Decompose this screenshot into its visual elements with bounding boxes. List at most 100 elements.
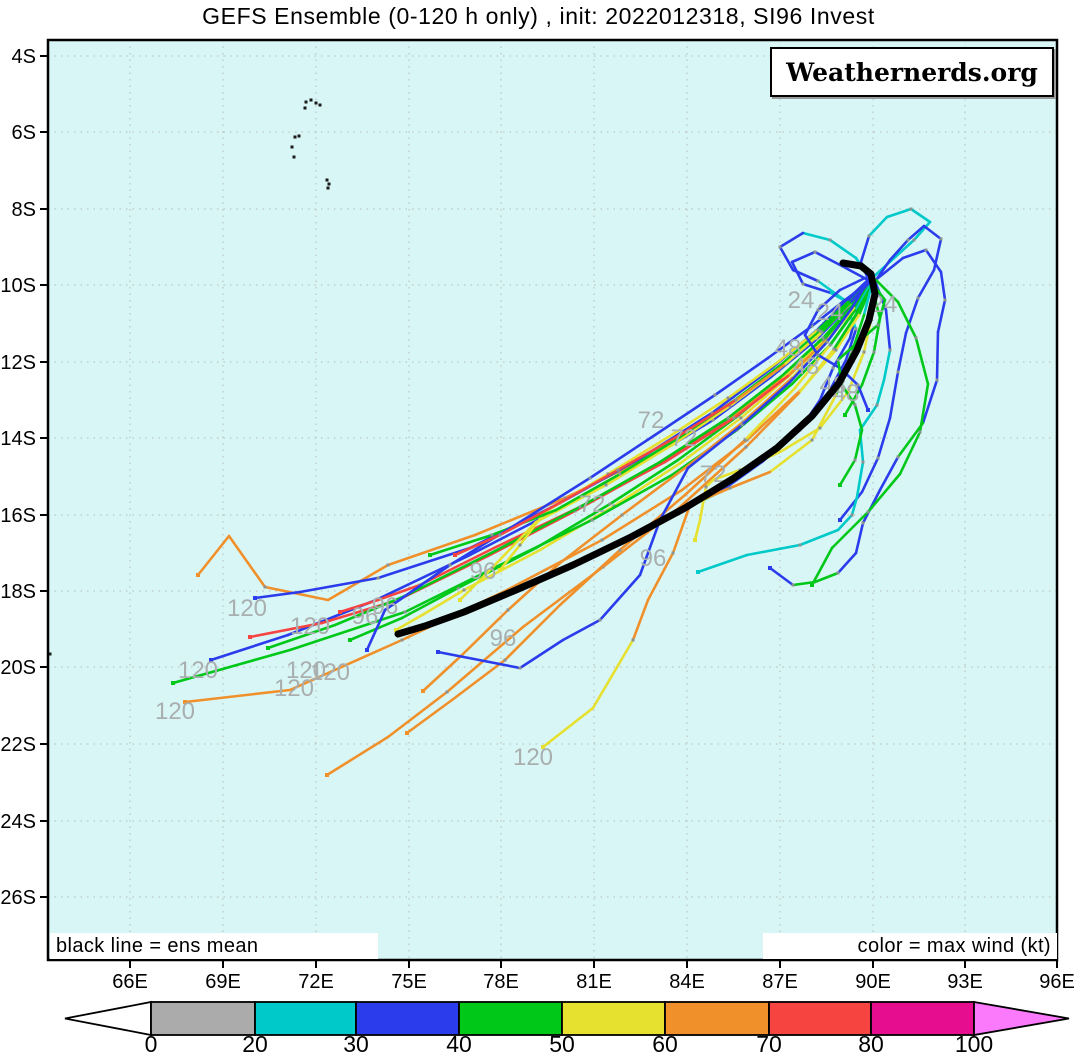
track-segment <box>818 390 850 430</box>
track-segment <box>680 416 743 464</box>
track-endpoint-marker <box>266 646 270 650</box>
track-time-marker <box>631 638 635 642</box>
island-dot <box>326 186 330 190</box>
track-segment <box>825 306 854 344</box>
track-time-marker <box>836 571 840 575</box>
y-axis-tick-label: 8S <box>12 199 36 221</box>
track-segment <box>768 566 795 587</box>
x-axis-tick-label: 87E <box>762 971 798 993</box>
track-time-marker <box>456 586 460 590</box>
hour-label: 120 <box>227 595 267 622</box>
track-segment <box>616 433 682 472</box>
track-time-marker <box>462 588 466 592</box>
track-endpoint-marker <box>838 483 842 487</box>
track-time-marker <box>744 445 748 449</box>
hour-label: 96 <box>490 625 517 652</box>
track-time-marker <box>856 383 860 387</box>
colorbar-segment <box>664 1001 770 1036</box>
track-segment <box>668 396 730 438</box>
colorbar-label: 80 <box>858 1031 884 1054</box>
track-segment <box>325 735 390 777</box>
track-segment <box>386 533 477 567</box>
track-endpoint-marker <box>338 610 342 614</box>
island-dot <box>318 103 322 107</box>
track-segment <box>710 366 774 415</box>
track-segment <box>831 336 852 370</box>
track-endpoint-marker <box>541 745 545 749</box>
track-segment <box>558 513 624 565</box>
track-segment <box>683 420 745 470</box>
colorbar-label: 50 <box>549 1031 575 1054</box>
track-segment <box>588 433 657 480</box>
track-segment <box>838 276 867 292</box>
track-segment <box>867 215 889 238</box>
track-segment <box>608 458 680 506</box>
track-time-marker <box>828 343 832 347</box>
track-segment <box>898 430 922 476</box>
legend-color-note: color = max wind (kt) <box>763 933 1057 959</box>
member-track <box>696 279 892 574</box>
track-segment <box>498 503 558 537</box>
track-time-marker <box>866 510 870 514</box>
track-segment <box>491 505 582 554</box>
track-segment <box>490 520 538 570</box>
track-segment <box>209 633 290 662</box>
track-segment <box>853 281 872 312</box>
x-axis-tick-label: 75E <box>391 971 427 993</box>
track-segment <box>828 238 858 260</box>
island-dot <box>327 182 331 186</box>
track-segment <box>854 521 865 555</box>
member-track <box>810 278 930 587</box>
track-segment <box>916 268 936 300</box>
track-time-marker <box>618 548 622 552</box>
track-time-marker <box>939 237 943 241</box>
track-segment <box>744 391 801 449</box>
track-segment <box>836 551 858 575</box>
hour-label: 120 <box>274 675 314 702</box>
track-endpoint-marker <box>196 573 200 577</box>
track-time-marker <box>888 348 892 352</box>
track-time-marker <box>816 328 820 332</box>
track-segment <box>896 300 918 340</box>
track-segment <box>604 443 674 487</box>
track-endpoint-marker <box>405 731 409 735</box>
track-time-marker <box>620 513 624 517</box>
hour-label: 120 <box>155 698 195 725</box>
track-segment <box>498 543 522 572</box>
track-segment <box>726 360 780 400</box>
member-track <box>325 282 873 777</box>
track-time-marker <box>490 533 494 537</box>
colorbar-label: 60 <box>652 1031 678 1054</box>
hour-label: 72 <box>638 407 665 434</box>
track-segment <box>859 234 871 264</box>
track-segment <box>813 250 844 268</box>
track-segment <box>828 308 857 347</box>
track-endpoint-marker <box>325 773 329 777</box>
track-segment <box>876 256 905 280</box>
track-segment <box>906 224 926 242</box>
track-segment <box>376 583 422 602</box>
hour-label: 96 <box>352 603 379 630</box>
colorbar-segment <box>768 1001 872 1036</box>
track-segment <box>844 327 858 362</box>
track-segment <box>860 350 876 387</box>
track-endpoint-marker <box>348 638 352 642</box>
track-segment <box>853 403 864 432</box>
track-segment <box>498 518 594 567</box>
track-time-marker <box>867 234 871 238</box>
track-time-marker <box>791 583 795 587</box>
track-segment <box>450 658 507 702</box>
hour-label: 120 <box>286 657 326 684</box>
track-time-marker <box>732 416 736 420</box>
track-segment <box>818 366 835 402</box>
track-time-marker <box>671 551 675 555</box>
track-segment <box>590 473 674 522</box>
track-segment <box>924 248 943 274</box>
track-segment <box>365 608 387 652</box>
track-segment <box>558 548 622 607</box>
hour-label: 120 <box>178 657 218 684</box>
track-time-marker <box>490 566 494 570</box>
y-axis-tick-label: 24S <box>0 811 36 833</box>
track-segment <box>882 348 892 382</box>
